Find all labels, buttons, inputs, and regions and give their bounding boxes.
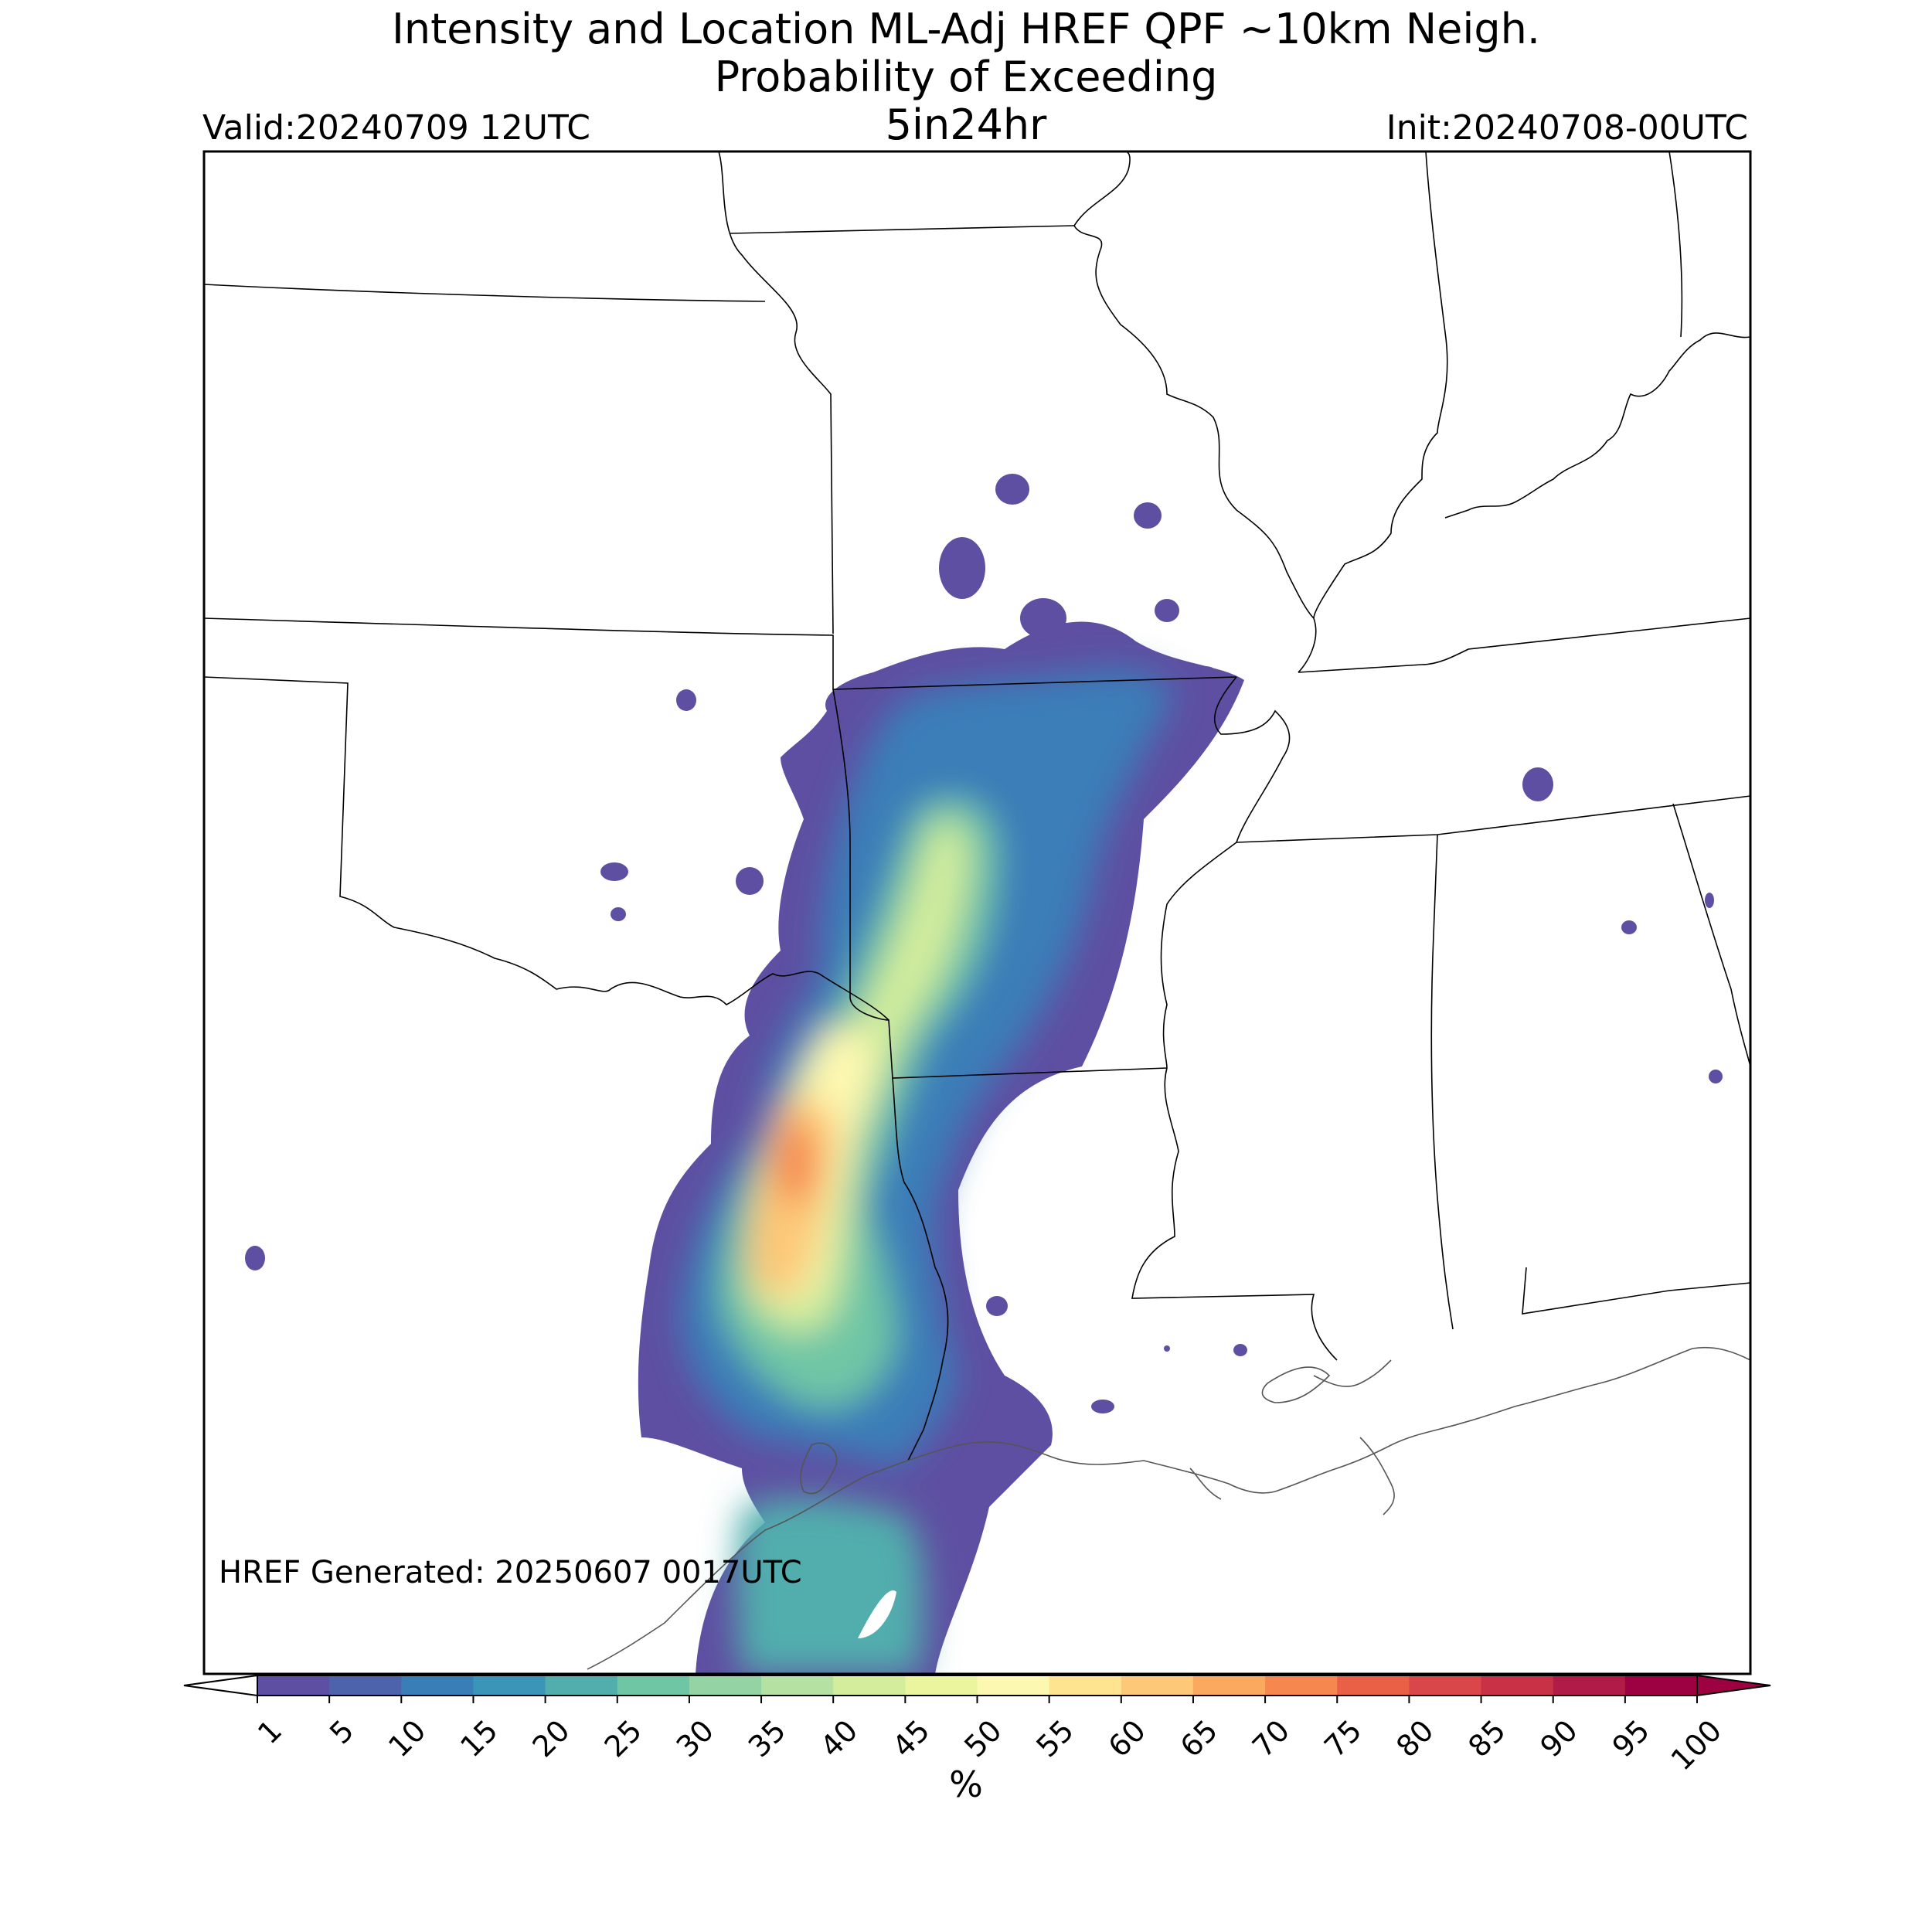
colorbar-segment — [905, 1675, 978, 1696]
colorbar-segment — [401, 1675, 474, 1696]
colorbar-tick-label: 45 — [886, 1713, 936, 1764]
colorbar: 1 5 10 15 20 25 30 35 40 45 50 55 60 65 70 75 80 85 90 95 10… — [183, 1674, 1771, 1777]
colorbar-segment — [1553, 1675, 1626, 1696]
colorbar-segment — [1481, 1675, 1554, 1696]
colorbar-tick-label: 15 — [454, 1713, 504, 1764]
coastline — [587, 1346, 1750, 1670]
colorbar-under-arrow — [183, 1674, 258, 1697]
colorbar-unit-label: % — [949, 1764, 983, 1805]
colorbar-segment — [1624, 1675, 1698, 1696]
map-title-line1: Intensity and Location ML-Adj HREF QPF ~… — [391, 5, 1541, 53]
colorbar-tick-label: 80 — [1389, 1713, 1440, 1764]
colorbar-tick-label: 35 — [742, 1713, 792, 1764]
map-title-line2: Probability of Exceeding — [714, 53, 1218, 101]
state-borders — [204, 151, 1750, 1461]
colorbar-over-arrow — [1696, 1674, 1771, 1697]
dry-gap — [858, 1590, 896, 1638]
colorbar-tick-label: 20 — [526, 1713, 576, 1764]
colorbar-tick-label: 25 — [598, 1713, 648, 1764]
precip-probability-field — [245, 474, 1723, 1674]
colorbar-tick-label: 60 — [1102, 1713, 1152, 1764]
map-frame — [202, 150, 1752, 1675]
colorbar-segment — [689, 1675, 762, 1696]
map-title-threshold: 5in24hr — [885, 100, 1047, 149]
colorbar-tick-label: 1 — [251, 1713, 288, 1750]
generated-timestamp: HREF Generated: 20250607 0017UTC — [219, 1555, 802, 1590]
colorbar-segment — [977, 1675, 1050, 1696]
colorbar-segment — [1409, 1675, 1482, 1696]
colorbar-segment — [617, 1675, 690, 1696]
colorbar-segment — [473, 1675, 546, 1696]
colorbar-segment — [1337, 1675, 1410, 1696]
colorbar-tick-label: 85 — [1461, 1713, 1512, 1764]
colorbar-tick-label: 90 — [1534, 1713, 1584, 1764]
init-time-label: Init:20240708-00UTC — [1386, 108, 1748, 148]
colorbar-segment — [1265, 1675, 1338, 1696]
colorbar-segment — [1192, 1675, 1266, 1696]
colorbar-tick-label: 5 — [323, 1713, 360, 1750]
colorbar-segment — [1049, 1675, 1122, 1696]
colorbar-segment — [329, 1675, 402, 1696]
colorbar-tick-label: 50 — [957, 1713, 1008, 1764]
valid-time-label: Valid:20240709 12UTC — [202, 108, 591, 148]
colorbar-tick-label: 70 — [1246, 1713, 1296, 1764]
colorbar-segment — [761, 1675, 834, 1696]
map-area — [204, 151, 1750, 1674]
colorbar-tick-label: 55 — [1030, 1713, 1080, 1764]
colorbar-tick-label: 65 — [1174, 1713, 1224, 1764]
colorbar-tick-label: 40 — [814, 1713, 864, 1764]
colorbar-segment — [1121, 1675, 1194, 1696]
colorbar-tick-label: 95 — [1606, 1713, 1656, 1764]
colorbar-segment — [257, 1675, 330, 1696]
inner-levels — [680, 669, 1175, 1674]
colorbar-tick-label: 10 — [382, 1713, 432, 1764]
colorbar-segment — [833, 1675, 906, 1696]
colorbar-tick-label: 30 — [670, 1713, 720, 1764]
contour-level-70 — [774, 1121, 818, 1206]
colorbar-tick-label: 75 — [1318, 1713, 1368, 1764]
contour-level-20-south — [736, 1498, 924, 1674]
colorbar-segment — [545, 1675, 618, 1696]
